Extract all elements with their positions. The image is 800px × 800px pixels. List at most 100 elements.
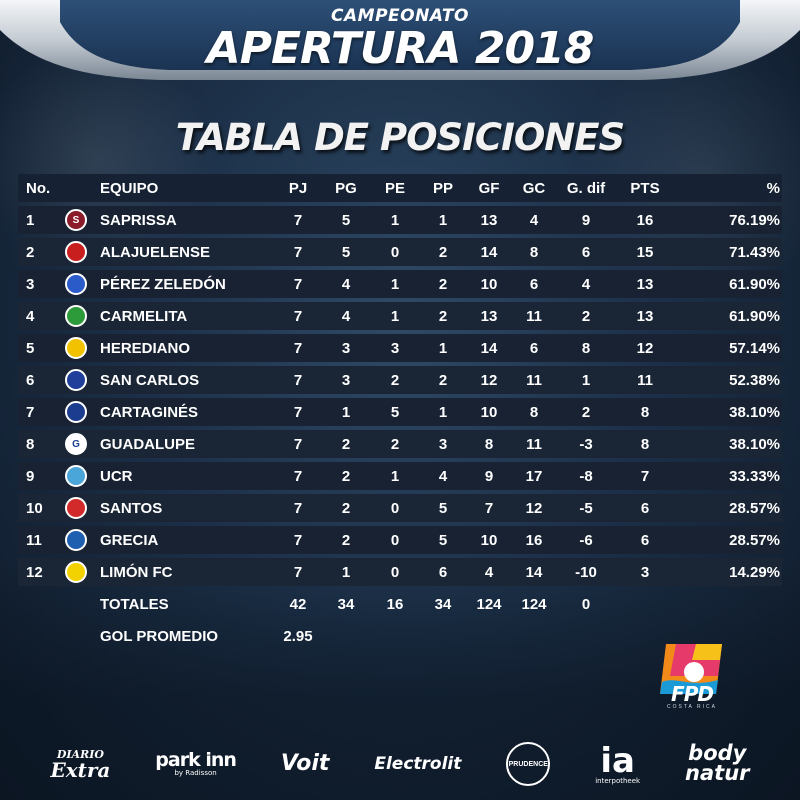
team-pct: 52.38% xyxy=(729,371,780,389)
team-goal-diff: 6 xyxy=(581,243,591,261)
table-row: 9 UCR 7 2 1 4 9 17 -8 7 33.33% xyxy=(18,462,782,490)
table-row: 2 ALAJUELENSE 7 5 0 2 14 8 6 15 71.43% xyxy=(18,238,782,266)
team-pp: 2 xyxy=(438,371,448,389)
team-name: CARMELITA xyxy=(100,307,188,325)
team-name: SAN CARLOS xyxy=(100,371,200,389)
team-gf: 14 xyxy=(480,339,498,357)
col-header-pp: PP xyxy=(432,179,453,197)
team-gc: 6 xyxy=(529,339,539,357)
team-pts: 16 xyxy=(636,211,654,229)
team-pp: 1 xyxy=(438,211,448,229)
sponsor-ia-name: ia xyxy=(600,740,635,781)
team-pp: 1 xyxy=(438,403,448,421)
team-pct: 57.14% xyxy=(729,339,780,357)
team-pe: 0 xyxy=(390,531,400,549)
team-gf: 14 xyxy=(480,243,498,261)
totals-label: TOTALES xyxy=(100,595,169,613)
team-goal-diff: 2 xyxy=(581,307,591,325)
team-pts: 6 xyxy=(640,531,650,549)
team-pe: 1 xyxy=(390,467,400,485)
team-gf: 4 xyxy=(484,563,494,581)
team-pts: 8 xyxy=(640,435,650,453)
team-crest-icon: G xyxy=(65,433,87,455)
totals-pj: 42 xyxy=(289,595,307,613)
team-goal-diff: 9 xyxy=(581,211,591,229)
team-gf: 10 xyxy=(480,531,498,549)
sponsor-park-sub: by Radisson xyxy=(174,769,217,777)
team-crest-icon xyxy=(65,561,87,583)
team-name: GRECIA xyxy=(100,531,159,549)
team-pts: 13 xyxy=(636,275,654,293)
team-logo xyxy=(54,305,98,327)
team-goal-diff: -3 xyxy=(579,435,593,453)
team-pct: 76.19% xyxy=(729,211,780,229)
team-name: SAPRISSA xyxy=(100,211,177,229)
team-pg: 2 xyxy=(341,435,351,453)
fpd-tagline: COSTA RICA xyxy=(667,704,717,710)
sponsor-diario-bottom: Extra xyxy=(50,757,111,782)
team-name: LIMÓN FC xyxy=(100,563,173,581)
team-name: SANTOS xyxy=(100,499,163,517)
team-pts: 13 xyxy=(636,307,654,325)
average-row: GOL PROMEDIO 2.95 xyxy=(18,622,782,650)
team-gc: 17 xyxy=(525,467,543,485)
team-pj: 7 xyxy=(293,435,303,453)
team-goal-diff: 8 xyxy=(581,339,591,357)
team-crest-icon xyxy=(65,273,87,295)
table-row: 1 S SAPRISSA 7 5 1 1 13 4 9 16 76.19% xyxy=(18,206,782,234)
team-gc: 11 xyxy=(526,435,542,453)
team-pts: 7 xyxy=(640,467,650,485)
team-pts: 12 xyxy=(636,339,654,357)
team-pj: 7 xyxy=(293,563,303,581)
team-crest-icon xyxy=(65,529,87,551)
table-row: 5 HEREDIANO 7 3 3 1 14 6 8 12 57.14% xyxy=(18,334,782,362)
sponsor-ia: ia interpotheek xyxy=(595,744,640,785)
team-name: GUADALUPE xyxy=(100,435,196,453)
team-position: 2 xyxy=(26,243,35,261)
totals-gf: 124 xyxy=(476,595,502,613)
team-logo: S xyxy=(54,209,98,231)
team-name: PÉREZ ZELEDÓN xyxy=(100,275,226,293)
team-pg: 3 xyxy=(341,339,351,357)
table-title: TABLA DE POSICIONES xyxy=(175,116,625,159)
team-position: 11 xyxy=(26,531,42,549)
team-pts: 3 xyxy=(640,563,650,581)
totals-goal-diff: 0 xyxy=(581,595,591,613)
team-pp: 5 xyxy=(438,531,448,549)
team-crest-icon xyxy=(65,465,87,487)
col-header-pts: PTS xyxy=(630,179,660,197)
team-pct: 28.57% xyxy=(729,531,780,549)
team-gc: 11 xyxy=(526,371,542,389)
totals-pe: 16 xyxy=(386,595,404,613)
col-header-pj: PJ xyxy=(288,179,308,197)
team-pe: 3 xyxy=(390,339,400,357)
team-logo xyxy=(54,497,98,519)
team-pe: 2 xyxy=(390,435,400,453)
team-pct: 61.90% xyxy=(729,275,780,293)
team-goal-diff: -10 xyxy=(575,563,597,581)
sponsor-diario-top: DIARIO xyxy=(56,747,104,761)
team-pj: 7 xyxy=(293,211,303,229)
team-pg: 5 xyxy=(341,211,351,229)
sponsor-body-bottom: natur xyxy=(685,761,750,785)
team-gc: 11 xyxy=(526,307,542,325)
standings-table: No. EQUIPO PJ PG PE PP GF GC G. dif PTS … xyxy=(18,174,782,654)
team-goal-diff: -6 xyxy=(579,531,593,549)
team-gc: 6 xyxy=(529,275,539,293)
team-logo xyxy=(54,337,98,359)
team-position: 4 xyxy=(26,307,35,325)
team-pe: 1 xyxy=(390,275,400,293)
team-gc: 14 xyxy=(525,563,543,581)
team-pct: 71.43% xyxy=(729,243,780,261)
team-pe: 0 xyxy=(390,563,400,581)
team-position: 8 xyxy=(26,435,35,453)
team-pp: 1 xyxy=(438,339,448,357)
team-logo xyxy=(54,369,98,391)
team-goal-diff: -8 xyxy=(579,467,593,485)
table-row: 3 PÉREZ ZELEDÓN 7 4 1 2 10 6 4 13 61.90% xyxy=(18,270,782,298)
table-row: 11 GRECIA 7 2 0 5 10 16 -6 6 28.57% xyxy=(18,526,782,554)
team-gf: 13 xyxy=(480,307,498,325)
col-header-gc: GC xyxy=(522,179,546,197)
team-pp: 6 xyxy=(438,563,448,581)
team-goal-diff: 4 xyxy=(581,275,591,293)
